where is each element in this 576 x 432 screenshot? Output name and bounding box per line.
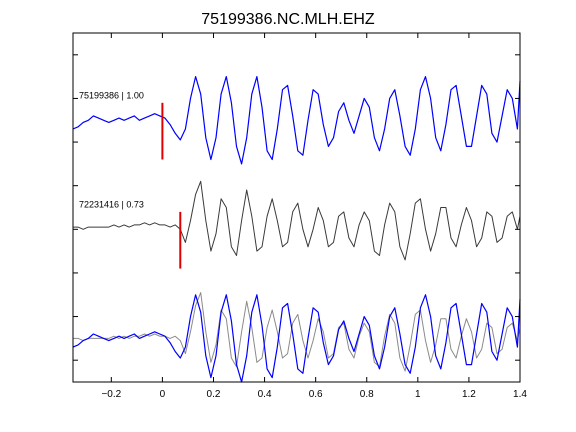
x-tick-label: −0.2 bbox=[101, 389, 121, 400]
trace-blue-panel-3 bbox=[72, 294, 521, 383]
x-tick-label: 0.4 bbox=[258, 389, 272, 400]
x-tick-label: 0 bbox=[160, 389, 166, 400]
trace-annotations: 75199386 | 1.00 72231416 | 0.73 bbox=[79, 90, 144, 209]
x-tick-label: 0.2 bbox=[207, 389, 221, 400]
y-axis bbox=[73, 54, 520, 361]
trace-gray-panel-2 bbox=[73, 180, 521, 261]
x-axis: −0.2 0 0.2 0.4 0.6 0.8 1 1.2 1.4 bbox=[101, 33, 527, 400]
x-tick-label: 1.4 bbox=[513, 389, 527, 400]
axes-frame bbox=[72, 32, 521, 383]
x-tick-label: 0.6 bbox=[309, 389, 323, 400]
trace-label-panel-2: 72231416 | 0.73 bbox=[79, 200, 144, 210]
trace-label-panel-1: 75199386 | 1.00 bbox=[79, 90, 144, 100]
x-tick-label: 1.2 bbox=[462, 389, 476, 400]
trace-blue-panel-1 bbox=[72, 76, 521, 165]
plot-area bbox=[72, 76, 521, 383]
x-tick-label: 1 bbox=[415, 389, 421, 400]
chart-title: 75199386.NC.MLH.EHZ bbox=[201, 11, 375, 28]
x-tick-label: 0.8 bbox=[360, 389, 374, 400]
